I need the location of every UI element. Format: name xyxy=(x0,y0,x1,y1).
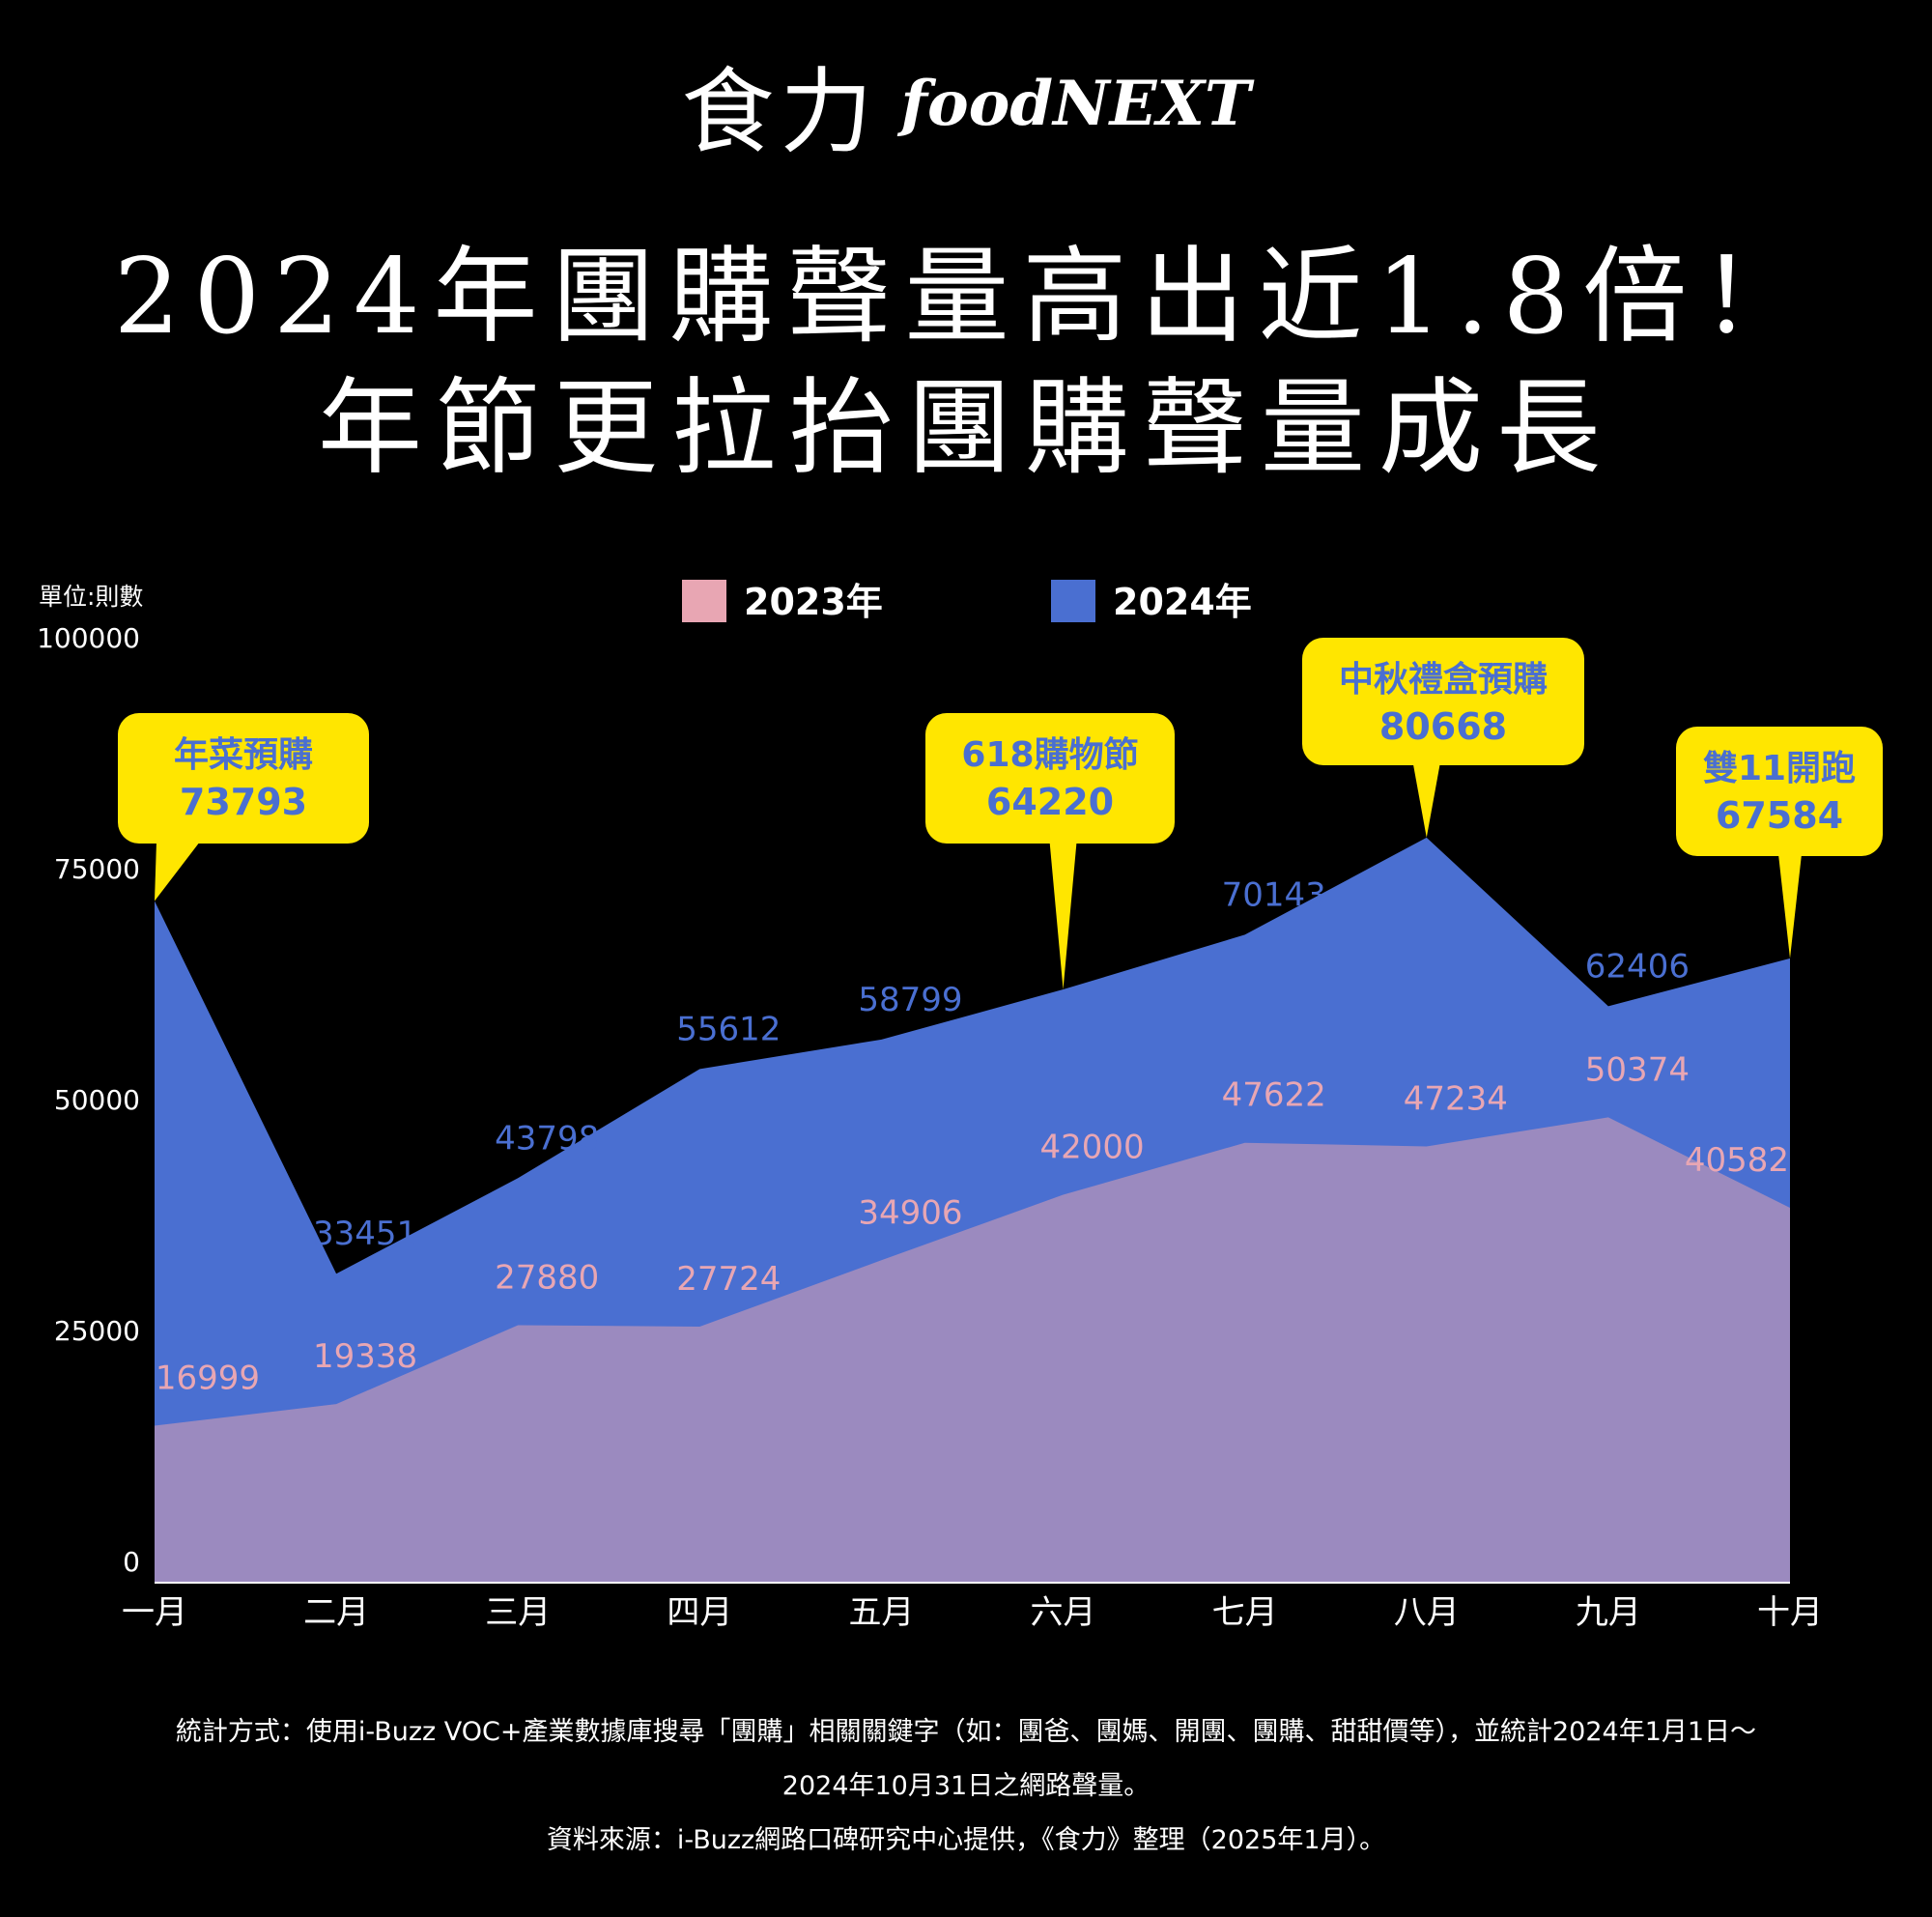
callout-box xyxy=(925,713,1175,844)
callout-pointer xyxy=(1049,842,1077,990)
data-label-2024: 70143 xyxy=(1222,875,1326,914)
brand-logo: 食力 foodNEXT xyxy=(0,37,1932,171)
data-label-2023: 27724 xyxy=(676,1260,781,1299)
legend-label-2023: 2023年 xyxy=(744,581,883,623)
x-tick-label: 六月 xyxy=(1031,1593,1096,1632)
x-tick-label: 二月 xyxy=(303,1593,369,1632)
callout-label: 年菜預購 xyxy=(174,735,313,775)
area-series-2023 xyxy=(155,1117,1790,1583)
callout-label: 雙11開跑 xyxy=(1703,749,1856,788)
brand-name-cn: 食力 xyxy=(681,58,879,166)
data-label-2023: 47622 xyxy=(1222,1076,1326,1115)
title-line-2: 年節更拉抬團購聲量成長 xyxy=(317,368,1614,489)
y-tick-label: 100000 xyxy=(37,622,140,654)
data-label-2024: 43798 xyxy=(495,1119,599,1158)
legend-label-2024: 2024年 xyxy=(1113,581,1252,623)
brand-name-en: foodNEXT xyxy=(900,68,1251,140)
data-label-2023: 19338 xyxy=(313,1337,417,1376)
data-label-2024: 33451 xyxy=(313,1215,417,1253)
callout-pointer xyxy=(1412,763,1440,838)
data-label-2023: 16999 xyxy=(156,1359,260,1397)
callout-value: 64220 xyxy=(986,781,1114,823)
x-tick-label: 七月 xyxy=(1212,1593,1278,1632)
unit-label: 單位:則數 xyxy=(39,583,144,611)
data-label-2023: 50374 xyxy=(1585,1050,1690,1089)
x-tick-label: 九月 xyxy=(1576,1593,1641,1632)
data-label-2024: 58799 xyxy=(858,981,962,1019)
footer-source: 資料來源：i-Buzz網路口碑研究中心提供，《食力》整理（2025年1月）。 xyxy=(546,1825,1386,1855)
x-tick-label: 十月 xyxy=(1757,1593,1823,1632)
callout-pointer xyxy=(155,842,200,901)
y-tick-label: 0 xyxy=(123,1546,140,1578)
footer-method-line-2: 2024年10月31日之網路聲量。 xyxy=(781,1771,1151,1801)
data-label-2023: 47234 xyxy=(1404,1079,1508,1118)
x-tick-label: 四月 xyxy=(667,1593,732,1632)
callout-box xyxy=(1302,638,1584,765)
callout-value: 67584 xyxy=(1716,794,1843,837)
callout-pointer xyxy=(1778,854,1802,958)
data-label-2023: 34906 xyxy=(858,1193,962,1232)
data-label-2024: 62406 xyxy=(1585,947,1690,986)
x-tick-label: 五月 xyxy=(848,1593,914,1632)
x-tick-label: 一月 xyxy=(122,1593,187,1632)
callout-box xyxy=(118,713,369,844)
data-label-2023: 27880 xyxy=(495,1258,599,1297)
callout-label: 618購物節 xyxy=(961,735,1138,775)
data-label-2023: 42000 xyxy=(1039,1128,1144,1166)
data-label-2023: 40582 xyxy=(1685,1141,1789,1180)
x-tick-label: 八月 xyxy=(1394,1593,1460,1632)
callout-value: 80668 xyxy=(1379,705,1507,748)
callout-value: 73793 xyxy=(180,781,307,823)
x-tick-label: 三月 xyxy=(485,1593,551,1632)
data-label-2024: 55612 xyxy=(676,1010,781,1048)
y-tick-label: 25000 xyxy=(54,1315,140,1347)
callout-label: 中秋禮盒預購 xyxy=(1339,660,1548,700)
footer-notes: 統計方式：使用i-Buzz VOC+產業數據庫搜尋「團購」相關關鍵字（如：團爸、… xyxy=(0,1705,1932,1868)
y-tick-label: 50000 xyxy=(54,1084,140,1116)
y-tick-label: 75000 xyxy=(54,853,140,885)
legend-swatch-2024 xyxy=(1051,580,1095,622)
legend-swatch-2023 xyxy=(682,580,726,622)
title-line-1: 2024年團購聲量高出近1.8倍！ xyxy=(113,237,1819,358)
footer-method-line-1: 統計方式：使用i-Buzz VOC+產業數據庫搜尋「團購」相關關鍵字（如：團爸、… xyxy=(175,1717,1757,1747)
callout-box xyxy=(1676,727,1883,856)
page-title: 2024年團購聲量高出近1.8倍！ 年節更拉抬團購聲量成長 xyxy=(0,232,1932,495)
